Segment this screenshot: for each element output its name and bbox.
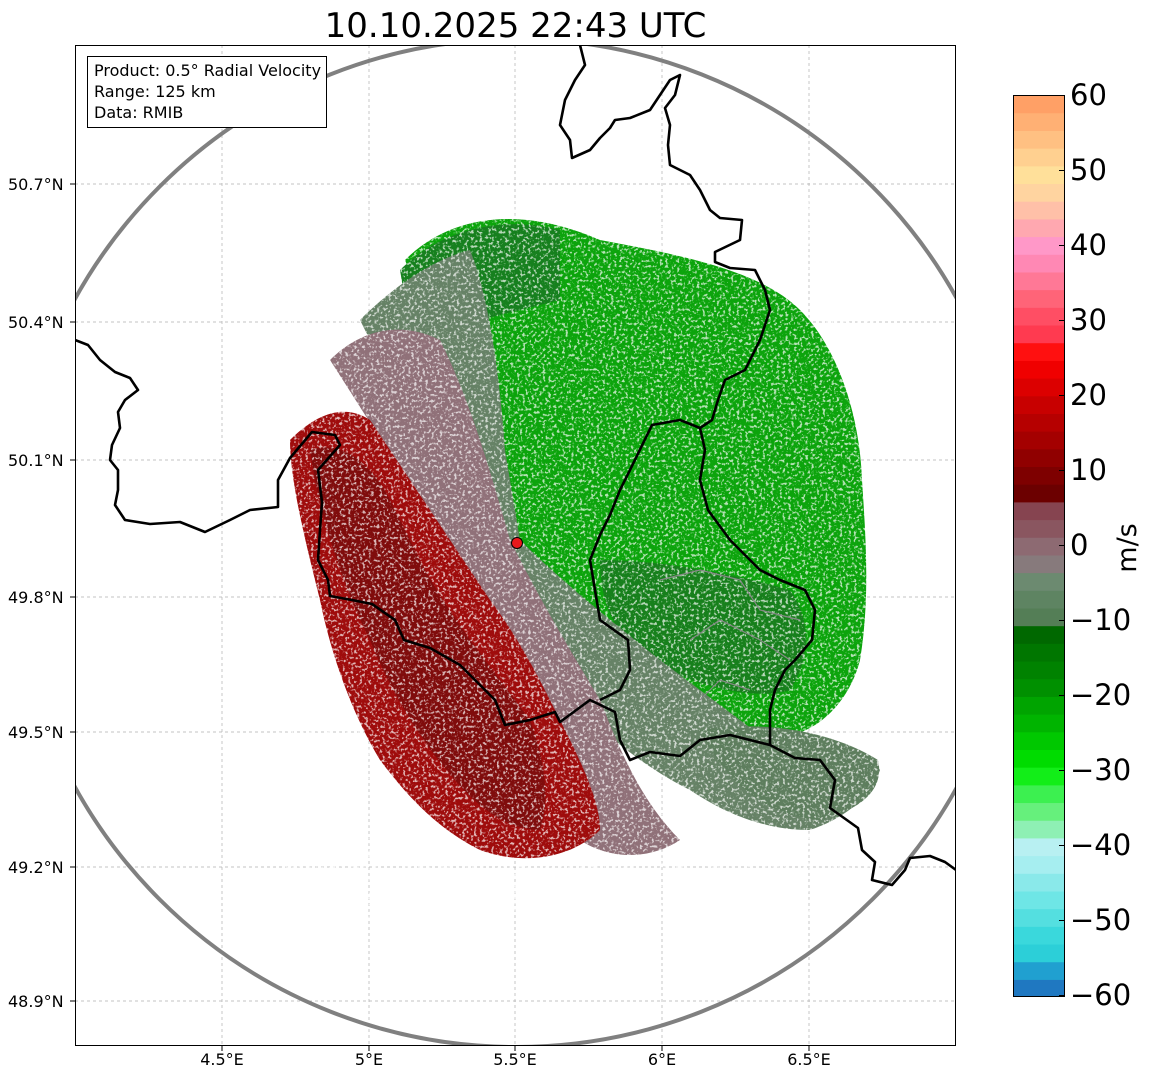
colorbar-band [1013,607,1065,627]
lon-tick-label: 6°E [647,1050,677,1069]
product-label: Product: 0.5° Radial Velocity [94,61,322,80]
map-title: 10.10.2025 22:43 UTC [324,6,707,46]
colorbar-band [1013,820,1065,839]
colorbar-band [1013,466,1065,485]
colorbar-band [1013,342,1065,361]
range-label: Range: 125 km [94,82,216,101]
colorbar-tick-label: 20 [1070,378,1107,412]
colorbar-band [1013,696,1065,715]
colorbar-band [1013,784,1065,804]
colorbar-tick-label: −10 [1070,603,1132,637]
lat-tick-label: 50.7°N [8,175,64,194]
colorbar-band [1013,890,1065,910]
colorbar-band [1013,413,1065,432]
colorbar-band [1013,183,1065,202]
colorbar-tick-label: 10 [1070,453,1107,487]
colorbar-band [1013,95,1065,114]
lat-tick-label: 50.4°N [8,313,64,332]
colorbar-band [1013,201,1065,220]
colorbar-band [1013,112,1065,131]
data-source-label: Data: RMIB [94,103,184,122]
lon-tick-label: 4.5°E [200,1050,244,1069]
colorbar-tick-label: −50 [1070,903,1132,937]
colorbar-tick-label: 30 [1070,303,1107,337]
colorbar-band [1013,289,1065,308]
tick-marks [70,183,810,1051]
colorbar-band [1013,943,1065,963]
country-borders [75,45,956,887]
colorbar-band [1013,324,1065,344]
colorbar-band [1013,130,1065,149]
colorbar-band [1013,448,1065,468]
colorbar-band [1013,307,1065,326]
lat-tick-label: 49.5°N [8,723,64,742]
lat-tick-label: 50.1°N [8,451,64,470]
product-info-box: Product: 0.5° Radial Velocity Range: 125… [87,56,328,128]
colorbar-band [1013,377,1065,397]
colorbar-band [1013,625,1065,644]
colorbar-band [1013,431,1065,450]
colorbar-band [1013,554,1065,574]
lat-tick-label: 49.2°N [8,858,64,877]
colorbar-band [1013,519,1065,538]
colorbar-band [1013,360,1065,379]
colorbar-band [1013,572,1065,591]
colorbar-band [1013,218,1065,238]
colorbar-tick-label: −20 [1070,678,1132,712]
colorbar-band [1013,236,1065,255]
lon-tick-label: 5°E [354,1050,384,1069]
colorbar-band [1013,395,1065,414]
lon-tick-label: 6.5°E [787,1050,831,1069]
colorbar-tick-label: −60 [1070,978,1132,1012]
colorbar-band [1013,802,1065,821]
velocity-echoes [270,200,890,920]
province-borders [659,569,801,701]
radar-site-marker [511,537,523,549]
colorbar-tick-label: −40 [1070,828,1132,862]
colorbar-band [1013,165,1065,185]
colorbar-band [1013,714,1065,733]
colorbar-band [1013,501,1065,521]
colorbar-band [1013,873,1065,892]
colorbar-band [1013,908,1065,927]
colorbar-tick-label: −30 [1070,753,1132,787]
lat-tick-label: 49.8°N [8,588,64,607]
colorbar-unit-label: m/s [1112,523,1143,573]
colorbar-band [1013,855,1065,874]
colorbar-band [1013,590,1065,609]
colorbar-tick-label: 50 [1070,153,1107,187]
colorbar-band [1013,961,1065,980]
colorbar-band [1013,678,1065,697]
colorbar [1013,95,1065,997]
colorbar-tick-label: 60 [1070,78,1107,112]
lon-tick-label: 5.5°E [493,1050,537,1069]
colorbar-band [1013,837,1065,857]
colorbar-band [1013,484,1065,503]
colorbar-band [1013,271,1065,291]
colorbar-band [1013,749,1065,768]
plot-frame [75,45,956,1046]
lat-tick-label: 48.9°N [8,992,64,1011]
colorbar-band [1013,537,1065,556]
colorbar-tick-label: 0 [1070,528,1089,562]
colorbar-band [1013,254,1065,273]
colorbar-band [1013,767,1065,786]
colorbar-band [1013,643,1065,662]
colorbar-band [1013,926,1065,945]
colorbar-band [1013,979,1065,997]
colorbar-tick-label: 40 [1070,228,1107,262]
colorbar-band [1013,148,1065,167]
colorbar-band [1013,660,1065,680]
colorbar-band [1013,731,1065,750]
